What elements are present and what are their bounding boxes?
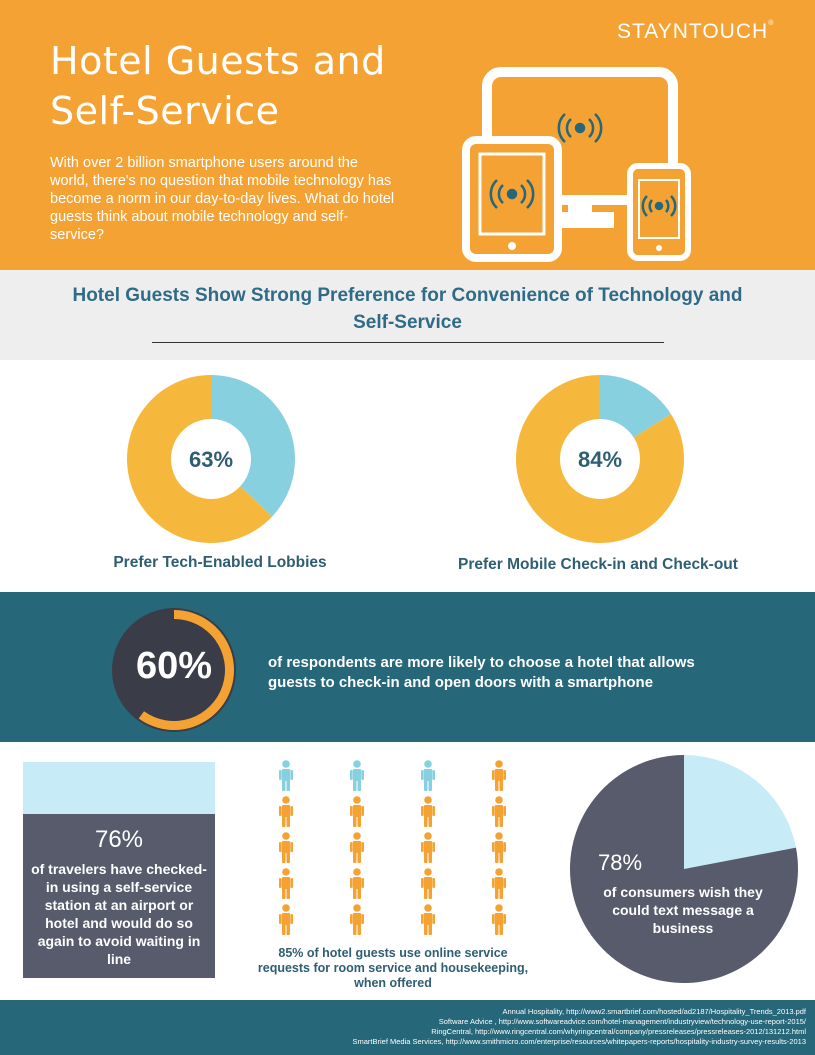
donut-value-mobile-checkin: 84% xyxy=(577,447,623,472)
intro-text: With over 2 billion smartphone users aro… xyxy=(50,155,395,243)
person-icon xyxy=(279,832,293,863)
pictogram-label-online-requests: 85% of hotel guests use online service r… xyxy=(257,946,529,990)
person-icon xyxy=(350,760,364,791)
ring-progress-arc xyxy=(138,610,234,730)
donut-value-tech-lobbies: 63% xyxy=(188,447,234,472)
person-icon xyxy=(492,832,506,863)
person-icon xyxy=(421,796,435,827)
ring-background xyxy=(112,608,236,732)
person-icon xyxy=(279,760,293,791)
ring-chart-smartphone xyxy=(112,608,236,732)
pie-chart-text-message xyxy=(570,755,798,983)
bar-value-self-service: 76% xyxy=(94,826,144,853)
person-icon xyxy=(421,904,435,935)
person-icon xyxy=(350,796,364,827)
ring-label-smartphone: of respondents are more likely to choose… xyxy=(268,654,695,691)
person-icon xyxy=(279,868,293,899)
person-icon xyxy=(492,760,506,791)
donut-label-tech-lobbies: Prefer Tech-Enabled Lobbies xyxy=(113,554,327,571)
brand-logo: STAYNTOUCH® xyxy=(617,20,799,50)
source-line: SmartBrief Media Services, http://www.sm… xyxy=(352,1037,807,1046)
person-icon xyxy=(279,796,293,827)
person-icon xyxy=(492,904,506,935)
tech-lobbies-slice xyxy=(127,375,273,543)
person-icon xyxy=(279,904,293,935)
person-icon xyxy=(492,868,506,899)
person-icon xyxy=(350,832,364,863)
donut-chart-tech-lobbies xyxy=(127,375,295,543)
text-message-slice xyxy=(684,755,796,869)
section-heading: Hotel Guests Show Strong Preference for … xyxy=(72,285,743,333)
footer-band xyxy=(0,1000,815,1055)
person-icon xyxy=(421,760,435,791)
donut-label-mobile-checkin: Prefer Mobile Check-in and Check-out xyxy=(458,556,738,573)
person-icon xyxy=(421,868,435,899)
text-message-slice xyxy=(570,755,798,983)
ring-value-smartphone: 60% xyxy=(135,645,213,687)
sources-list: Annual Hospitality, http://www2.smartbri… xyxy=(306,1007,807,1047)
bar-segment-remaining xyxy=(23,762,215,814)
tech-lobbies-slice xyxy=(211,375,295,517)
pie-value-text-message: 78% xyxy=(598,850,643,875)
pie-label-text-message: of consumers wish they could text messag… xyxy=(603,884,763,936)
donut-chart-mobile-checkin xyxy=(516,375,684,543)
person-icon xyxy=(350,868,364,899)
bar-segment-self-service xyxy=(23,814,215,978)
person-icon xyxy=(350,904,364,935)
mobile-checkin-slice xyxy=(516,375,684,543)
person-icon xyxy=(492,796,506,827)
page-title: Hotel Guests and Self-Service xyxy=(50,39,386,133)
devices-wifi-icon xyxy=(462,67,691,262)
person-icon xyxy=(421,832,435,863)
source-line: RingCentral, http://www.ringcentral.com/… xyxy=(431,1027,806,1036)
source-line: Annual Hospitality, http://www2.smartbri… xyxy=(502,1007,807,1016)
logo-text: STAYNTOUCH xyxy=(617,20,769,43)
logo-registered-mark: ® xyxy=(768,20,775,27)
pictogram-online-requests xyxy=(279,760,506,935)
bar-label-self-service: of travelers have checked-in using a sel… xyxy=(31,861,207,967)
source-line: Software Advice , http://www.softwareadv… xyxy=(438,1017,806,1026)
section-band xyxy=(0,270,815,360)
heading-divider xyxy=(152,342,664,343)
mobile-checkin-slice xyxy=(600,375,671,438)
